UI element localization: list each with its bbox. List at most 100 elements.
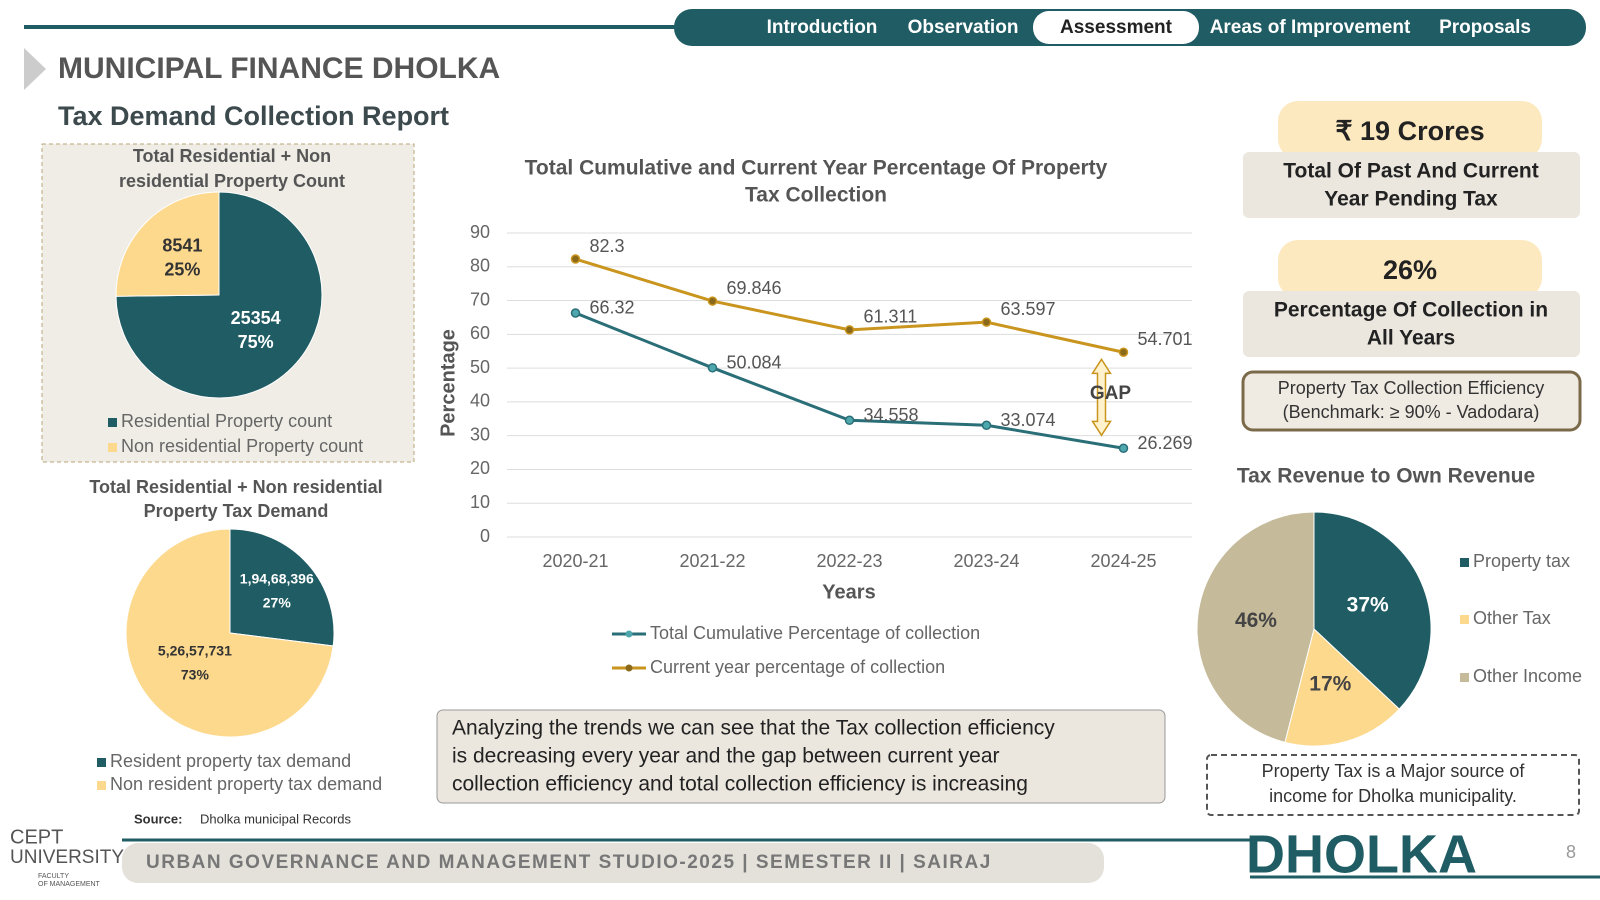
y-tick-label: 20 xyxy=(470,458,490,478)
pie-slice xyxy=(115,191,220,297)
y-tick-label: 50 xyxy=(470,357,490,377)
subtitle: Tax Demand Collection Report xyxy=(58,101,449,131)
pie-share-label: 73% xyxy=(181,667,210,683)
point xyxy=(570,254,581,264)
x-tick-label: 2024-25 xyxy=(1090,551,1156,571)
note-text: income for Dholka municipality. xyxy=(1269,786,1517,806)
card-top xyxy=(1278,101,1542,159)
logo-text: OF MANAGEMENT xyxy=(38,881,101,888)
legend-swatch xyxy=(108,418,117,427)
point xyxy=(844,415,855,426)
data-label: 54.701 xyxy=(1138,329,1193,349)
y-tick-label: 60 xyxy=(470,323,490,343)
page-number: 8 xyxy=(1566,842,1576,862)
nav-item[interactable]: Areas of Improvement xyxy=(1210,17,1411,38)
pie-share-label: 27% xyxy=(263,594,292,610)
pie-slice xyxy=(1196,511,1315,743)
data-label: 82.3 xyxy=(590,236,625,256)
x-tick-label: 2023-24 xyxy=(953,551,1019,571)
legend-label: Property tax xyxy=(1473,551,1570,571)
chart-title: residential Property Count xyxy=(119,171,345,191)
y-axis-label: Percentage xyxy=(437,329,459,437)
logo-text: CEPT xyxy=(10,826,63,848)
chart-title: Total Residential + Non residential xyxy=(89,477,382,497)
data-label: 34.558 xyxy=(864,405,919,425)
y-tick-label: 70 xyxy=(470,289,490,309)
data-label: 63.597 xyxy=(1001,299,1056,319)
efficiency-text: Property Tax Collection Efficiency xyxy=(1278,378,1544,398)
footer-bar xyxy=(122,843,1104,883)
point xyxy=(1118,443,1129,454)
pie-value-label: 17% xyxy=(1309,673,1351,696)
legend-swatch xyxy=(1460,673,1469,682)
pie-slice xyxy=(1313,511,1432,710)
legend-label: Total Cumulative Percentage of collectio… xyxy=(650,623,980,643)
card-body xyxy=(1243,291,1580,357)
y-tick-label: 0 xyxy=(480,526,490,546)
data-label: 33.074 xyxy=(1001,410,1056,430)
point xyxy=(981,317,992,327)
nav-active xyxy=(1033,11,1199,44)
pie-value-label: 37% xyxy=(1347,593,1389,616)
pie-share-label: 25% xyxy=(164,260,200,280)
legend-point xyxy=(625,630,633,638)
point xyxy=(981,420,992,431)
chart-title: Property Tax Demand xyxy=(144,501,329,521)
legend-swatch xyxy=(97,781,106,790)
nav-item[interactable]: Introduction xyxy=(767,17,878,38)
pie-slice xyxy=(115,191,323,399)
title: MUNICIPAL FINANCE DHOLKA xyxy=(58,52,500,85)
pie-slice xyxy=(125,528,334,738)
card-body xyxy=(1243,152,1580,218)
card-headline: 26% xyxy=(1383,255,1437,285)
data-label: 66.32 xyxy=(590,298,635,318)
chart-title: Tax Collection xyxy=(745,184,887,207)
data-label: 61.311 xyxy=(864,307,918,327)
pie-value-label: 5,26,57,731 xyxy=(158,643,232,659)
pie-value-label: 25354 xyxy=(231,308,281,328)
pie-slice xyxy=(1284,628,1400,747)
card-text: Total Of Past And Current xyxy=(1283,160,1539,183)
chart-title: Total Residential + Non xyxy=(133,146,331,166)
chart-title: Total Cumulative and Current Year Percen… xyxy=(525,157,1108,180)
x-tick-label: 2021-22 xyxy=(679,551,745,571)
x-axis-label: Years xyxy=(822,581,875,603)
legend-label: Non residential Property count xyxy=(121,436,363,456)
y-tick-label: 30 xyxy=(470,424,490,444)
point xyxy=(570,308,581,318)
y-tick-label: 80 xyxy=(470,256,490,276)
data-label: 26.269 xyxy=(1138,433,1193,453)
legend-label: Other Tax xyxy=(1473,608,1551,628)
logo-text: FACULTY xyxy=(38,873,69,880)
nav-item[interactable]: Proposals xyxy=(1439,17,1531,38)
nav-item[interactable]: Observation xyxy=(908,17,1019,38)
legend-label: Non resident property tax demand xyxy=(110,774,382,794)
analysis-text: is decreasing every year and the gap bet… xyxy=(452,745,1000,768)
y-tick-label: 10 xyxy=(470,492,490,512)
legend-swatch xyxy=(1460,558,1469,567)
legend-swatch xyxy=(97,758,106,767)
point xyxy=(844,325,855,335)
source-label: Source: xyxy=(134,811,182,826)
source-text: Dholka municipal Records xyxy=(200,811,352,826)
y-tick-label: 90 xyxy=(470,222,490,242)
card-top xyxy=(1278,240,1542,298)
annotation: GAP xyxy=(1090,383,1132,404)
nav-item[interactable]: Assessment xyxy=(1060,17,1173,38)
card-text: Percentage Of Collection in xyxy=(1274,299,1548,322)
legend-label: Resident property tax demand xyxy=(110,751,351,771)
x-tick-label: 2022-23 xyxy=(816,551,882,571)
pie-slice xyxy=(229,528,335,647)
efficiency-text: (Benchmark: ≥ 90% - Vadodara) xyxy=(1283,402,1540,422)
pie-share-label: 75% xyxy=(238,332,274,352)
footer-text: URBAN GOVERNANCE AND MANAGEMENT STUDIO-2… xyxy=(146,852,992,873)
point xyxy=(707,363,718,373)
legend-point xyxy=(625,664,633,672)
legend-label: Current year percentage of collection xyxy=(650,657,945,677)
data-label: 69.846 xyxy=(727,278,782,298)
card-headline: ₹ 19 Crores xyxy=(1335,116,1484,146)
chart-title: Tax Revenue to Own Revenue xyxy=(1237,465,1535,488)
point xyxy=(1118,347,1129,357)
card-text: Year Pending Tax xyxy=(1324,188,1498,211)
